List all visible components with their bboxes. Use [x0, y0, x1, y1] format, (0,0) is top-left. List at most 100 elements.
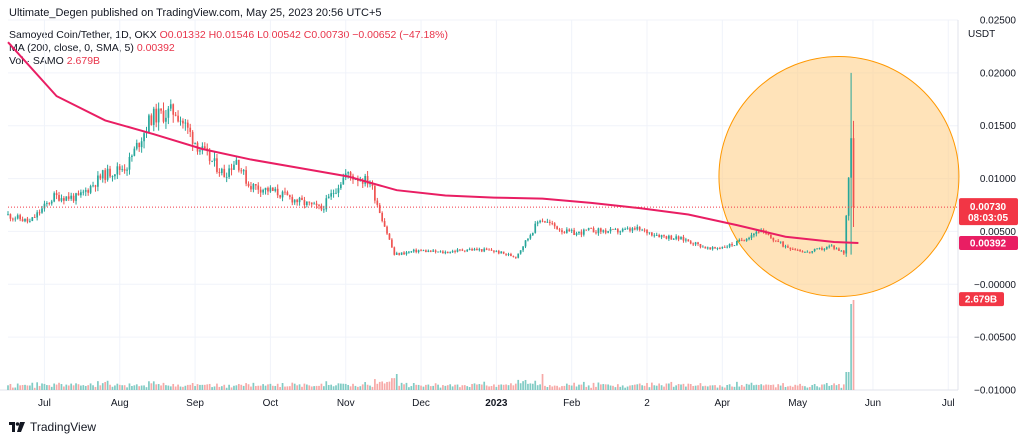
- volume-bar: [468, 387, 471, 390]
- volume-bar: [135, 384, 138, 390]
- volume-bar: [833, 383, 835, 390]
- candle-body: [585, 229, 588, 231]
- candle-body: [672, 238, 675, 240]
- candle-body: [386, 226, 388, 234]
- candle-body: [313, 203, 315, 205]
- volume-bar: [565, 383, 568, 390]
- volume-bar: [340, 383, 342, 390]
- candle-body: [174, 114, 177, 116]
- candle-body: [767, 233, 770, 235]
- footer-brand[interactable]: TradingView: [9, 420, 96, 434]
- footer-brand-label: TradingView: [30, 420, 97, 434]
- volume-bar: [99, 385, 102, 390]
- volume-bar: [140, 385, 143, 390]
- volume-bar: [519, 383, 522, 390]
- volume-bar: [400, 382, 403, 390]
- volume-bar: [493, 384, 495, 390]
- candle-body: [634, 228, 636, 230]
- volume-bar: [765, 384, 767, 390]
- candle-body: [252, 184, 255, 190]
- candle-body: [796, 250, 799, 251]
- candle-body: [446, 251, 449, 254]
- volume-bar: [206, 384, 209, 390]
- currency-label: USDT: [968, 29, 996, 40]
- candle-body: [699, 243, 702, 248]
- volume-bar: [352, 383, 354, 390]
- y-tick-label: 0.00500: [980, 227, 1017, 238]
- volume-bar: [811, 385, 814, 390]
- volume-bar: [840, 387, 843, 390]
- candle-body: [784, 246, 787, 248]
- candle-body: [378, 204, 381, 213]
- volume-bar: [274, 385, 277, 390]
- candle-body: [395, 253, 398, 255]
- countdown-tag-value: 08:03:05: [968, 213, 1008, 224]
- volume-bar: [753, 385, 755, 390]
- volume-bar: [726, 384, 729, 390]
- volume-bar: [218, 386, 221, 390]
- candle-body: [582, 229, 585, 235]
- candle-body: [818, 248, 821, 249]
- candle-body: [60, 198, 63, 201]
- volume-bar: [417, 384, 420, 390]
- volume-bar: [830, 385, 833, 390]
- volume-bar: [709, 385, 712, 390]
- volume-bar: [38, 385, 41, 390]
- candle-body: [189, 127, 192, 132]
- volume-bar: [330, 384, 332, 390]
- legend-ma-value: 0.00392: [136, 42, 175, 54]
- x-tick-label: Sep: [186, 398, 204, 409]
- candle-body: [80, 192, 82, 196]
- candle-body: [850, 138, 852, 178]
- volume-bar: [286, 386, 289, 390]
- x-tick-label: Jun: [865, 398, 881, 409]
- candle-body: [689, 241, 692, 244]
- volume-bar: [714, 385, 716, 390]
- candle-body: [432, 250, 435, 252]
- volume-bar: [738, 386, 741, 390]
- volume-bar: [281, 383, 284, 390]
- candle-body: [480, 249, 483, 252]
- volume-bar: [152, 381, 155, 390]
- volume-bar: [838, 383, 840, 390]
- candle-body: [573, 230, 575, 236]
- candle-body: [745, 239, 748, 241]
- tradingview-logo-icon: [9, 421, 25, 432]
- volume-bar: [670, 381, 673, 390]
- volume-bar: [242, 385, 245, 390]
- candle-body: [150, 115, 153, 125]
- volume-bar: [420, 385, 422, 390]
- candle-body: [643, 229, 646, 231]
- candle-body: [743, 240, 746, 242]
- candle-body: [87, 190, 90, 193]
- candle-body: [456, 249, 459, 252]
- candle-body: [220, 168, 223, 174]
- ma-line-layer: [7, 41, 859, 245]
- candle-body: [349, 172, 352, 176]
- candle-body: [9, 214, 12, 219]
- volume-bar: [442, 385, 444, 390]
- volume-bar: [585, 386, 588, 390]
- volume-bar: [237, 383, 240, 390]
- volume-bar: [21, 384, 24, 390]
- volume-bar: [369, 385, 371, 390]
- volume-bar: [660, 385, 663, 390]
- volume-bar: [573, 382, 575, 390]
- volume-bar: [702, 386, 704, 390]
- candle-body: [186, 122, 189, 128]
- candle-body: [425, 250, 427, 252]
- volume-bar: [245, 383, 247, 390]
- volume-bar: [284, 386, 286, 390]
- volume-bar: [26, 385, 29, 390]
- candle-body: [403, 252, 405, 255]
- candle-body: [753, 233, 755, 236]
- candle-body: [473, 248, 476, 251]
- candle-body: [99, 175, 102, 179]
- volume-bar: [653, 385, 656, 390]
- volume-bar: [619, 386, 622, 390]
- volume-bar: [97, 381, 99, 390]
- volume-bar: [624, 387, 626, 390]
- volume-bar: [344, 383, 347, 390]
- last-price-tag-value: 0.00730: [970, 202, 1007, 213]
